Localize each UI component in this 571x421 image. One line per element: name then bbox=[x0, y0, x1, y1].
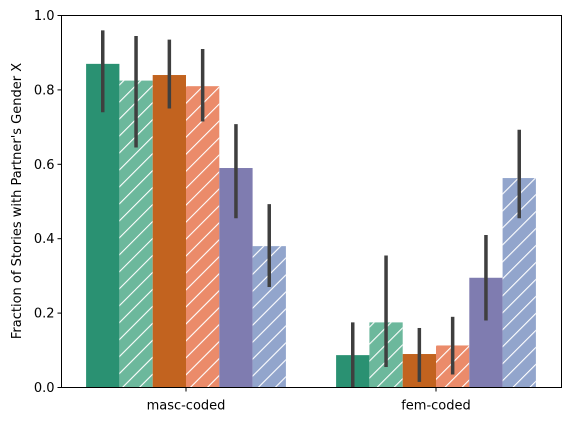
bar-hatch bbox=[186, 86, 220, 388]
bar bbox=[152, 75, 186, 388]
bar bbox=[86, 63, 120, 388]
y-tick-label: 0.8 bbox=[34, 83, 55, 98]
x-tick-label: masc-coded bbox=[147, 399, 226, 414]
y-tick-label: 0.2 bbox=[34, 307, 55, 322]
y-tick-label: 0.6 bbox=[34, 158, 55, 173]
x-axis: masc-coded fem-coded bbox=[147, 387, 471, 414]
y-axis-label: Fraction of Stories with Partner's Gende… bbox=[10, 63, 25, 339]
x-tick-label: fem-coded bbox=[401, 399, 471, 414]
error-bars-group bbox=[101, 30, 521, 388]
plot-frame bbox=[61, 15, 562, 388]
y-tick-label: 1.0 bbox=[34, 9, 55, 24]
y-axis: 0.0 0.2 0.4 0.6 0.8 1.0 bbox=[34, 9, 62, 396]
y-tick-label: 0.0 bbox=[34, 381, 55, 396]
bars-group bbox=[86, 63, 536, 388]
y-tick-label: 0.4 bbox=[34, 232, 55, 247]
